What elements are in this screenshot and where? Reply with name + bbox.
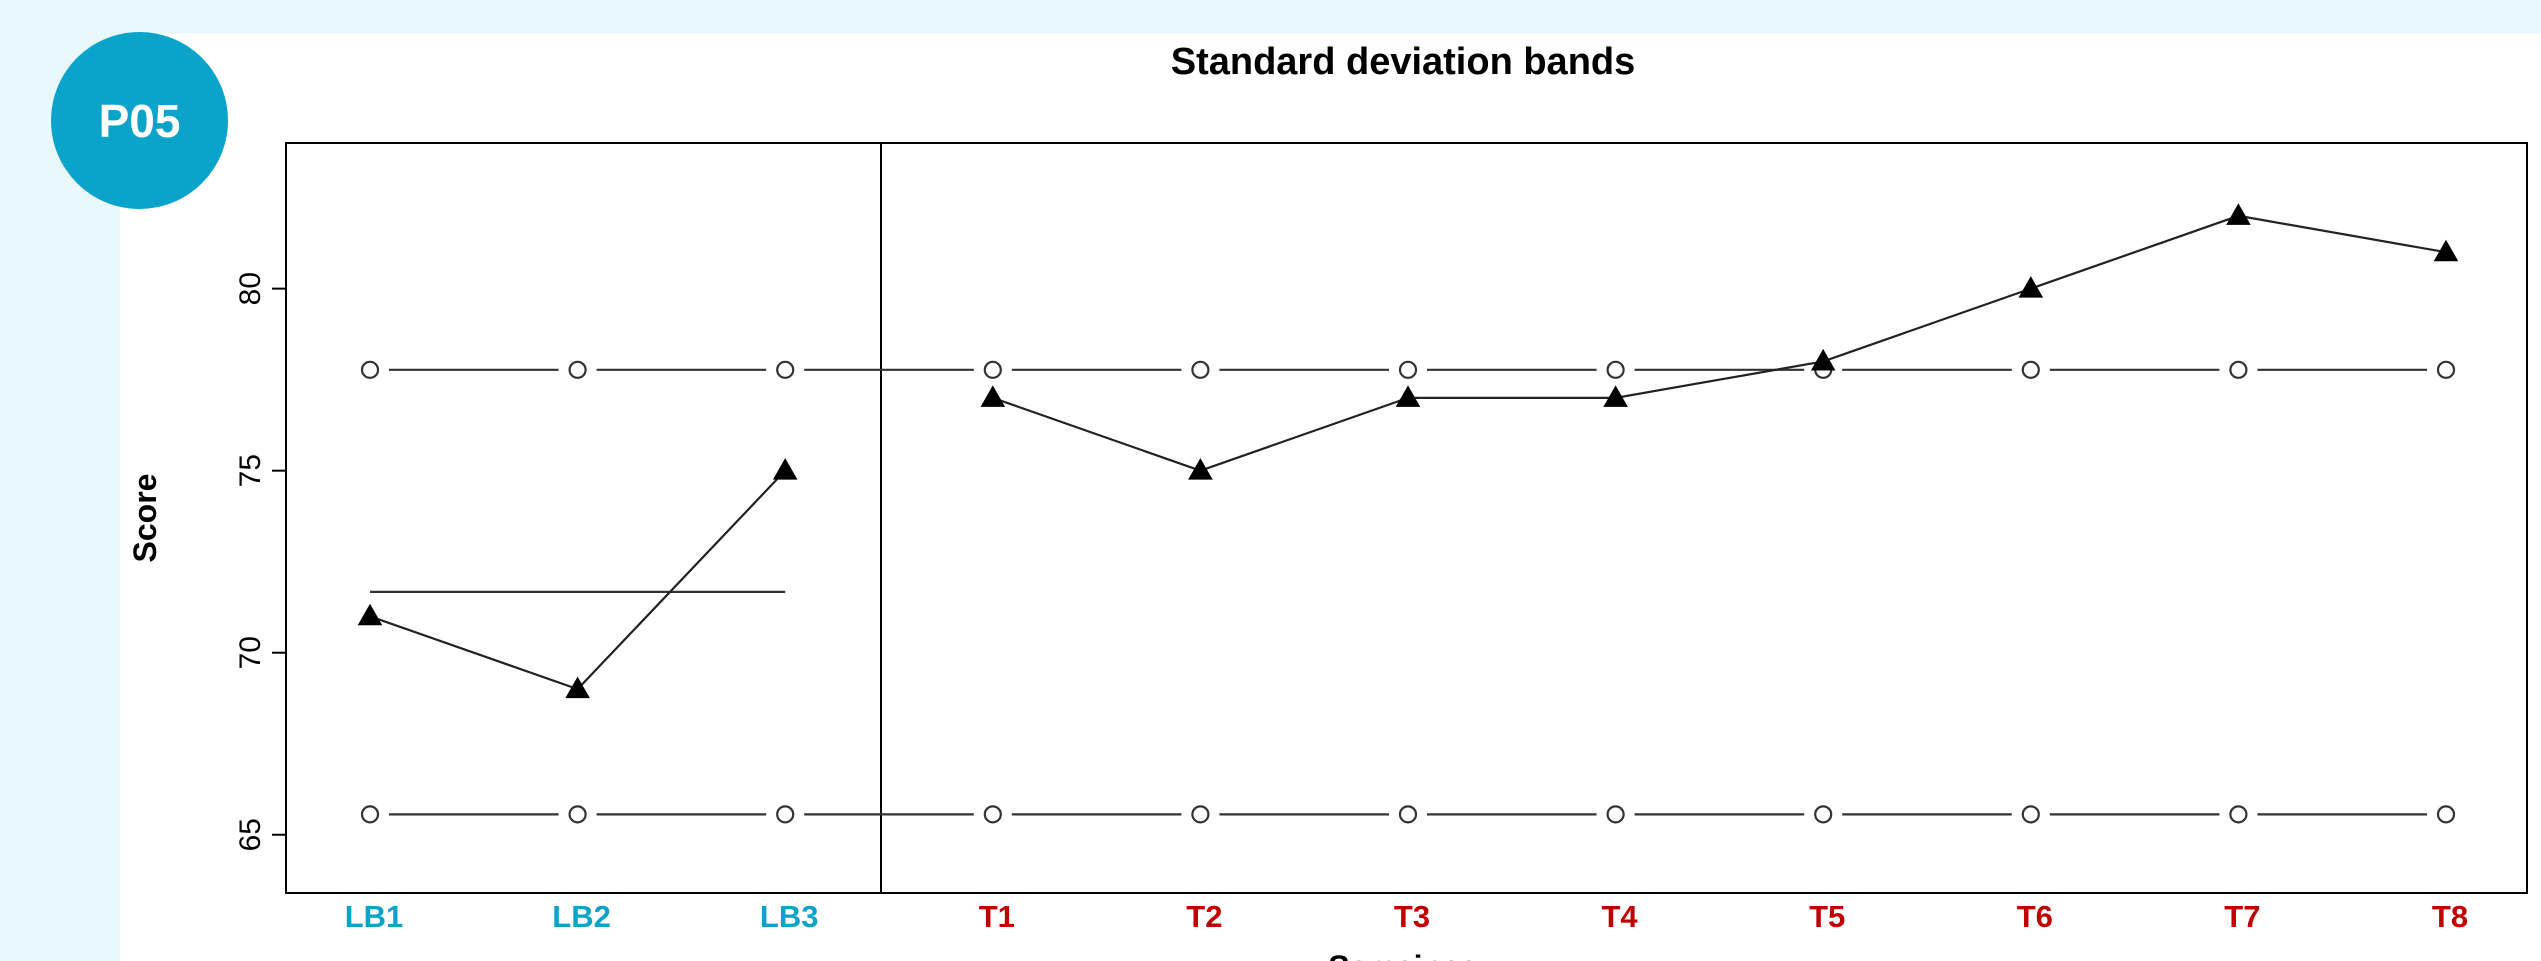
sd-band-upper-point [1191, 360, 1210, 379]
sd-band-upper-point [776, 360, 795, 379]
participant-badge: P05 [51, 32, 228, 209]
sd-band-upper-point [2436, 360, 2456, 379]
sd-band-upper-point [1398, 360, 1418, 379]
sd-band-upper-point [2229, 360, 2248, 379]
sd-band-upper-point [360, 360, 380, 379]
data-point-T8 [2433, 239, 2459, 262]
sd-band-lower-point [360, 805, 380, 824]
x-category-label: LB1 [345, 899, 404, 934]
data-point-T3 [1395, 385, 1421, 407]
data-point-T7 [2226, 203, 2251, 225]
x-category-label: T2 [1186, 899, 1222, 934]
sd-band-lower-point [2436, 805, 2456, 824]
sd-band-lower-point [1398, 805, 1418, 824]
x-category-label: T5 [1809, 899, 1845, 934]
plot-area: 65 70 75 80 LB1 LB2 LB3 T1 T2 T3 T4 T5 T6 T7 T8 [234, 142, 2528, 934]
data-point-T6 [2018, 276, 2044, 298]
series-line-treatment [992, 214, 2447, 472]
data-point-LB1 [357, 603, 383, 626]
plot-frame [285, 142, 2528, 894]
sd-band-lower-point [1814, 805, 1833, 824]
sd-band-lower-point [2021, 805, 2040, 824]
sd-band-lower-point [776, 805, 795, 824]
data-point-LB2 [565, 676, 590, 699]
x-category-label: T1 [979, 899, 1015, 934]
data-point-T5 [1810, 348, 1836, 371]
data-point-T2 [1188, 458, 1213, 480]
y-tick-label: 65 [234, 818, 267, 851]
y-tick-label: 70 [234, 636, 267, 669]
sd-band-upper-point [2021, 360, 2040, 379]
chart-panel [120, 34, 2541, 961]
data-point-LB3 [772, 458, 798, 480]
x-category-label: T7 [2224, 899, 2260, 934]
x-category-label: LB2 [552, 899, 611, 934]
x-category-label: T3 [1394, 899, 1430, 934]
x-category-label: T8 [2432, 899, 2468, 934]
sd-band-upper-point [1606, 360, 1625, 379]
sd-band-lower-point [568, 805, 587, 824]
sd-band-upper-point [983, 360, 1002, 379]
data-point-T4 [1603, 385, 1628, 407]
x-axis-title: Semaines [1328, 949, 1477, 961]
y-tick-label: 75 [234, 454, 267, 487]
sd-band-lower-point [983, 805, 1002, 824]
x-category-label: LB3 [760, 899, 819, 934]
sd-band-upper-point [568, 360, 587, 379]
badge-label: P05 [98, 94, 181, 147]
sd-band-lower-point [2229, 805, 2248, 824]
x-category-label: T4 [1602, 899, 1639, 934]
y-tick-label: 80 [234, 272, 267, 305]
sd-band-lower-point [1191, 805, 1210, 824]
chart-title: Standard deviation bands [1171, 41, 1636, 83]
y-axis-title: Score [127, 474, 163, 563]
data-point-T1 [980, 385, 1006, 407]
series-line-baseline [369, 469, 786, 691]
x-category-label: T6 [2017, 899, 2053, 934]
sd-band-lower-point [1606, 805, 1625, 824]
